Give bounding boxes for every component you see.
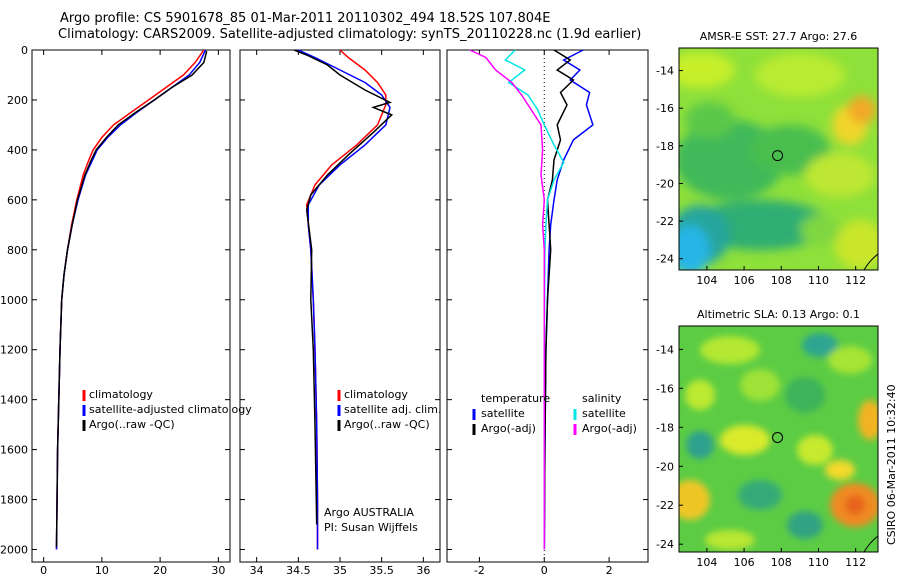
title-line-2: Climatology: CARS2009. Satellite-adjuste… (58, 27, 642, 42)
sst-map-ytick-label: -16 (656, 102, 674, 115)
temp-axes-box (31, 49, 231, 563)
temp-xtick-label: 0 (40, 564, 47, 577)
sla-map-ytick-label: -16 (656, 382, 674, 395)
sla-map-xtick-label: 106 (734, 556, 755, 569)
sst-map-frame (678, 47, 879, 271)
sst-map-ytick-label: -18 (656, 140, 674, 153)
diff-series-line (504, 49, 565, 550)
argo-institution-text: Argo AUSTRALIA (324, 506, 414, 519)
sla-map-ytick-label: -24 (656, 538, 674, 551)
title-line-1: Argo profile: CS 5901678_85 01-Mar-2011 … (60, 11, 551, 26)
sla-map-xtick-label: 108 (771, 556, 792, 569)
temp-legend-label: satellite-adjusted climatology (89, 403, 252, 416)
diff-xtick-label: -2 (474, 564, 485, 577)
depth-tick-label: 1000 (0, 294, 28, 307)
sst-map-xtick-label: 104 (696, 274, 717, 287)
sal-legend-label: Argo(..raw -QC) (344, 418, 430, 431)
sla-argo-marker (772, 431, 784, 443)
sal-xtick-label: 35.5 (369, 564, 394, 577)
sst-map-ytick-label: -14 (656, 65, 674, 78)
temp-xtick-label: 20 (153, 564, 167, 577)
sal-legend-label: climatology (344, 388, 408, 401)
sst-map-ytick-label: -24 (656, 253, 674, 266)
diff-xtick-label: 0 (541, 564, 548, 577)
sst-coastline (863, 253, 879, 271)
sal-xtick-label: 36 (416, 564, 430, 577)
sst-map-xtick-label: 106 (734, 274, 755, 287)
diff-xtick-label: 2 (606, 564, 613, 577)
diff-legend-label: satellite (481, 407, 525, 420)
temp-legend-label: climatology (89, 388, 153, 401)
sla-map-xtick-label: 110 (808, 556, 829, 569)
argo-pi-text: PI: Susan Wijffels (324, 521, 418, 534)
sal-xtick-label: 34.5 (286, 564, 311, 577)
temp-xlabel: temperature (96, 578, 165, 580)
diff-series-line (469, 49, 546, 550)
sla-map-ytick-label: -14 (656, 343, 674, 356)
diff-legend-label: satellite (582, 407, 626, 420)
sla-map-ytick-label: -18 (656, 421, 674, 434)
sst-map-xtick-label: 108 (771, 274, 792, 287)
sla-coastline (863, 535, 879, 553)
temp-xtick-label: 30 (211, 564, 225, 577)
sal-xlabel: salinity (320, 578, 360, 580)
sla-map-xtick-label: 104 (696, 556, 717, 569)
sla-map-xtick-label: 112 (845, 556, 866, 569)
depth-tick-label: 1800 (0, 494, 28, 507)
sst-map-ytick-label: -22 (656, 215, 674, 228)
sal-series-line (293, 49, 394, 525)
depth-tick-label: 800 (7, 244, 28, 257)
depth-tick-label: 1200 (0, 344, 28, 357)
sla-map-frame (678, 325, 879, 553)
sla-map-ytick-label: -22 (656, 499, 674, 512)
depth-tick-label: 2000 (0, 544, 28, 557)
sal-axes-box (239, 49, 441, 563)
sal-legend-label: satellite adj. clim. (344, 403, 441, 416)
depth-tick-label: 0 (21, 44, 28, 57)
diff-legend-label: Argo(-adj) (582, 422, 637, 435)
diff-series-line (543, 49, 575, 550)
sst-map-title: AMSR-E SST: 27.7 Argo: 27.6 (700, 30, 858, 43)
sst-map-xtick-label: 112 (845, 274, 866, 287)
sla-map-field (679, 326, 878, 552)
diff-legend-label: Argo(-adj) (481, 422, 536, 435)
sst-argo-marker (772, 150, 784, 162)
sla-map-ytick-label: -20 (656, 460, 674, 473)
sst-map-xtick-label: 110 (808, 274, 829, 287)
sst-map-ytick-label: -20 (656, 177, 674, 190)
depth-tick-label: 200 (7, 94, 28, 107)
depth-tick-label: 400 (7, 144, 28, 157)
depth-tick-label: 1600 (0, 444, 28, 457)
depth-tick-label: 600 (7, 194, 28, 207)
depth-tick-label: 1400 (0, 394, 28, 407)
sla-map-title: Altimetric SLA: 0.13 Argo: 0.1 (697, 308, 860, 321)
sal-xtick-label: 35 (333, 564, 347, 577)
sst-map-field (679, 48, 878, 270)
sal-xtick-label: 34 (250, 564, 264, 577)
temp-series-line (55, 51, 208, 548)
temp-legend-label: Argo(..raw -QC) (89, 418, 175, 431)
sal-series-line (297, 49, 391, 550)
diff-xlabel: difference from climatology (472, 578, 624, 580)
temp-xtick-label: 10 (95, 564, 109, 577)
diff-legend-heading-salinity: salinity (582, 392, 622, 405)
diff-legend-heading-temperature: temperature (481, 392, 550, 405)
